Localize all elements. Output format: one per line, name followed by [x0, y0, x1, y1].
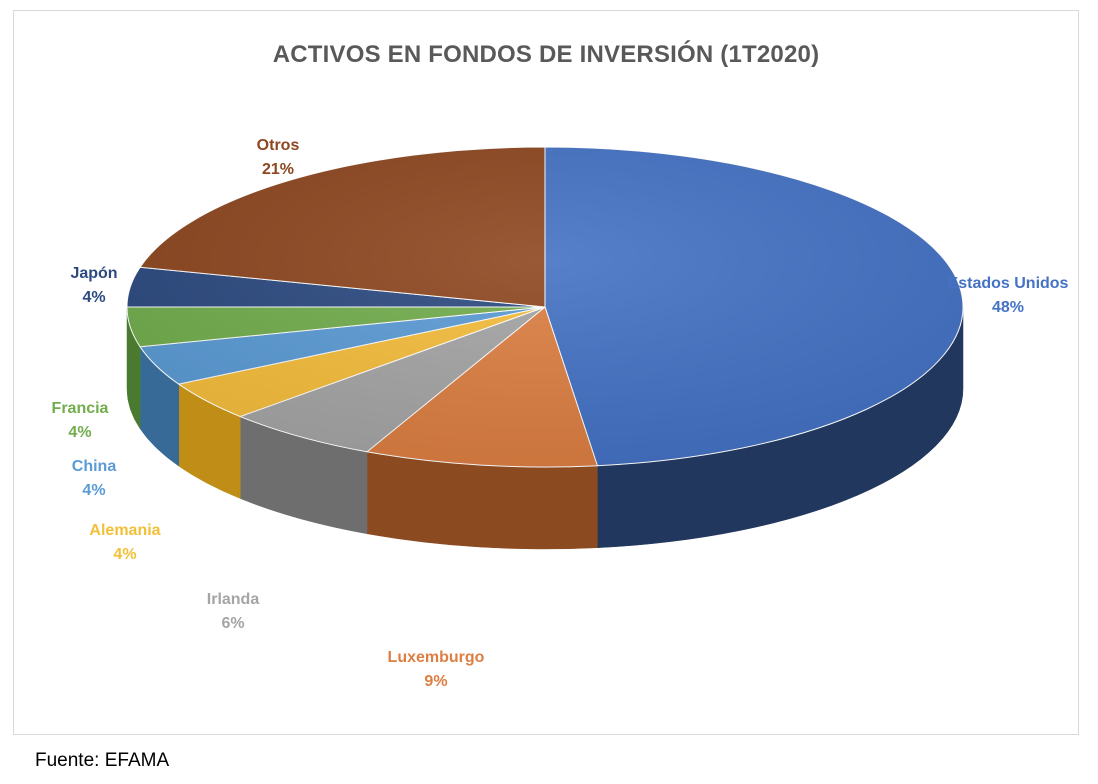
data-label-name: Francia	[51, 400, 109, 417]
chart-title: ACTIVOS EN FONDOS DE INVERSIÓN (1T2020)	[272, 41, 820, 68]
data-label-percent: 4%	[68, 424, 92, 441]
data-label-name: Estados Unidos	[947, 275, 1069, 292]
pie-top-faces	[126, 146, 964, 468]
source-note: Fuente: EFAMA	[35, 750, 170, 771]
data-label-china: China 4%	[72, 455, 116, 503]
data-label-percent: 4%	[113, 546, 137, 563]
data-label-luxemburgo: Luxemburgo 9%	[388, 646, 485, 694]
data-label-irlanda: Irlanda 6%	[207, 588, 259, 636]
data-label-percent: 4%	[82, 289, 106, 306]
data-label-name: Luxemburgo	[387, 649, 485, 666]
data-label-percent: 6%	[221, 615, 245, 632]
data-label-percent: 9%	[424, 673, 448, 690]
data-label-name: Alemania	[89, 522, 161, 539]
data-label-otros: Otros 21%	[257, 134, 300, 182]
data-label-percent: 48%	[991, 299, 1025, 316]
data-label-francia: Francia 4%	[52, 397, 109, 445]
data-label-alemania: Alemania 4%	[89, 519, 160, 567]
data-label-percent: 4%	[82, 482, 106, 499]
data-label-name: China	[71, 458, 117, 475]
data-label-name: Japón	[70, 265, 118, 282]
data-label-estados-unidos: Estados Unidos 48%	[948, 272, 1069, 320]
data-label-japon: Japón 4%	[70, 262, 117, 310]
data-label-percent: 21%	[261, 161, 295, 178]
data-label-name: Irlanda	[206, 591, 260, 608]
data-label-name: Otros	[256, 137, 300, 154]
